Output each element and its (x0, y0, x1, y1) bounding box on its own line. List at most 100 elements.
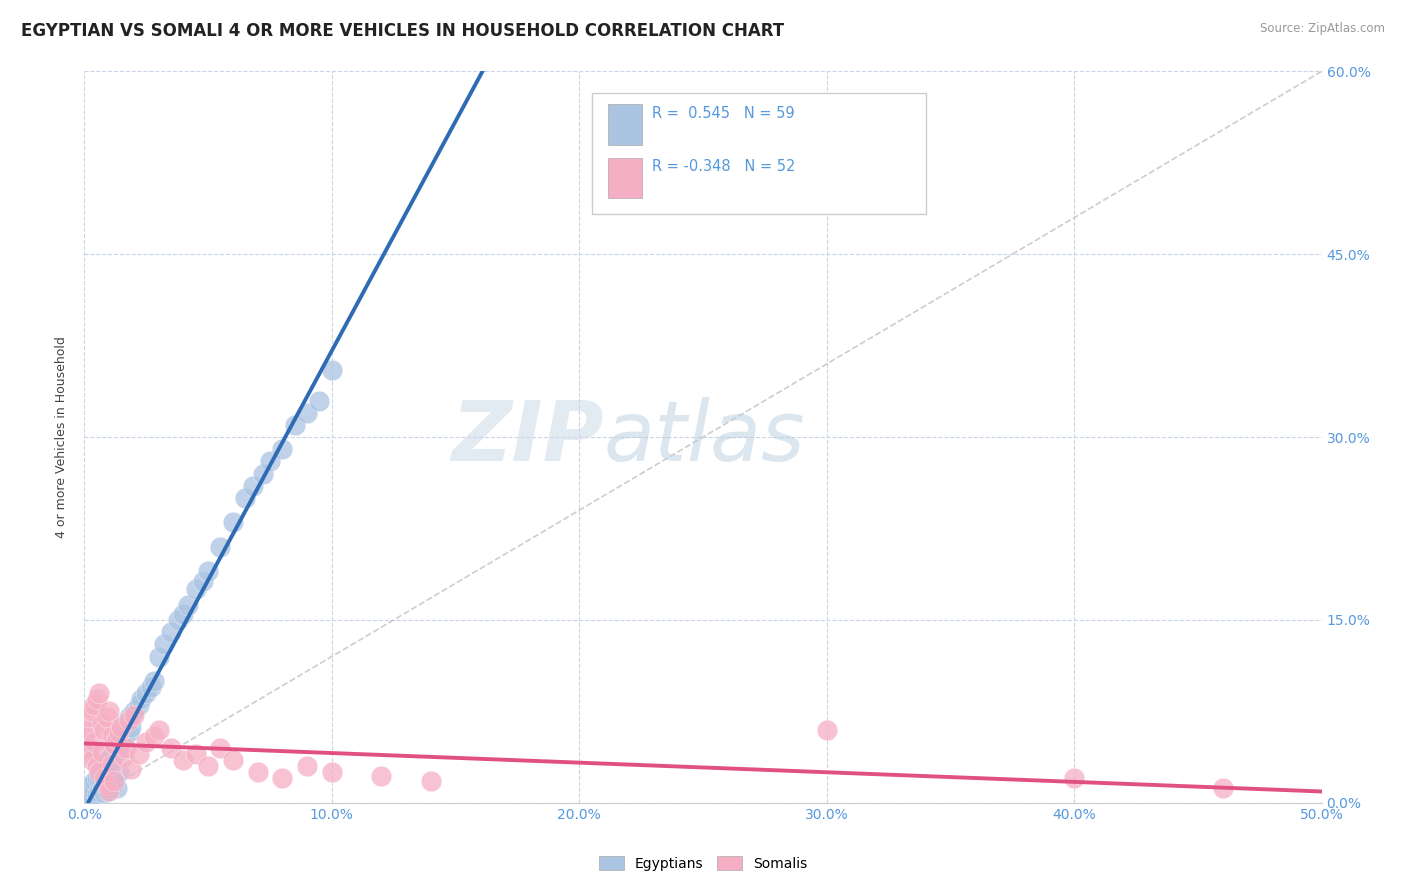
Point (96, 756, 118, 771)
Point (83, 773, 105, 788)
Point (90, 716, 112, 731)
Point (252, 467, 274, 481)
Point (191, 574, 214, 588)
Point (105, 781, 128, 796)
Point (295, 759, 318, 773)
Point (76, 789, 98, 804)
Point (120, 762, 142, 776)
Point (242, 479, 264, 493)
Point (86, 692, 108, 706)
Point (83, 698, 105, 713)
Text: EGYPTIAN VS SOMALI 4 OR MORE VEHICLES IN HOUSEHOLD CORRELATION CHART: EGYPTIAN VS SOMALI 4 OR MORE VEHICLES IN… (21, 22, 785, 40)
Point (110, 720, 132, 734)
Point (271, 772, 294, 786)
Point (100, 749, 122, 764)
Point (120, 720, 142, 734)
Point (118, 710, 141, 724)
Point (152, 637, 174, 651)
Point (197, 564, 219, 578)
Point (103, 773, 125, 788)
Point (93, 723, 115, 737)
Point (209, 540, 232, 554)
Point (110, 729, 132, 743)
Point (370, 769, 392, 783)
Bar (607, 158, 643, 198)
Point (112, 716, 135, 731)
Point (295, 406, 318, 420)
Point (96, 777, 118, 792)
Point (167, 613, 190, 627)
Point (246, 765, 269, 780)
Text: R = -0.348   N = 52: R = -0.348 N = 52 (652, 159, 796, 174)
Point (122, 708, 145, 723)
Point (172, 753, 194, 767)
Point (160, 740, 183, 755)
Point (112, 749, 135, 764)
Point (135, 686, 157, 700)
Point (103, 737, 125, 751)
Point (96, 710, 118, 724)
Point (321, 363, 343, 377)
Point (93, 786, 115, 800)
Point (79, 710, 101, 724)
Point (80, 705, 103, 719)
Point (80, 777, 103, 792)
Point (93, 762, 115, 776)
Point (89, 785, 111, 799)
Point (141, 680, 163, 694)
Point (79, 781, 101, 796)
Point (184, 582, 207, 597)
Point (129, 692, 152, 706)
Point (222, 753, 245, 767)
Point (148, 723, 170, 737)
Point (98, 753, 121, 767)
Point (184, 747, 207, 761)
Point (98, 705, 121, 719)
Point (100, 729, 122, 743)
Point (172, 607, 194, 621)
Legend: Egyptians, Somalis: Egyptians, Somalis (593, 850, 813, 876)
Point (103, 773, 125, 788)
Point (1212, 781, 1234, 796)
Point (259, 454, 281, 468)
Point (284, 417, 307, 432)
Point (118, 713, 141, 727)
Text: atlas: atlas (605, 397, 806, 477)
Point (73, 729, 96, 743)
Point (419, 773, 441, 788)
Point (128, 747, 150, 761)
Point (83, 735, 105, 749)
Point (128, 698, 150, 713)
Point (86, 759, 108, 773)
Point (142, 673, 165, 688)
Point (321, 765, 343, 780)
Point (89, 765, 111, 780)
Point (93, 772, 115, 786)
Point (79, 786, 101, 800)
Point (148, 649, 170, 664)
Point (89, 769, 111, 783)
Point (86, 772, 108, 786)
Y-axis label: 4 or more Vehicles in Household: 4 or more Vehicles in Household (55, 336, 69, 538)
Point (115, 740, 138, 755)
Point (98, 781, 121, 796)
Point (197, 759, 219, 773)
Point (308, 393, 330, 408)
Text: R =  0.545   N = 59: R = 0.545 N = 59 (652, 106, 794, 120)
Point (177, 599, 200, 613)
Point (98, 783, 121, 797)
Point (815, 723, 838, 737)
Point (105, 745, 128, 759)
Point (76, 723, 98, 737)
Text: Source: ZipAtlas.com: Source: ZipAtlas.com (1260, 22, 1385, 36)
Point (86, 787, 108, 801)
FancyBboxPatch shape (592, 94, 925, 214)
Point (76, 747, 98, 761)
Point (89, 686, 111, 700)
Point (112, 735, 135, 749)
Point (135, 735, 157, 749)
Point (222, 516, 245, 530)
Point (1063, 772, 1085, 786)
Point (90, 765, 112, 780)
Point (122, 705, 145, 719)
